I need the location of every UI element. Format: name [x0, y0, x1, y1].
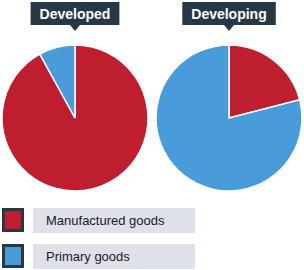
legend-label: Primary goods [46, 249, 130, 264]
chart-title: Developed [40, 6, 111, 22]
pie [2, 45, 148, 191]
legend-label-box [33, 208, 195, 233]
pie-slice [40, 45, 75, 118]
title-pointer [224, 25, 234, 31]
pie-slice [2, 45, 148, 191]
legend-label: Manufactured goods [46, 213, 165, 228]
legend-swatch [5, 211, 21, 229]
title-box [182, 2, 275, 25]
legend-swatch-frame [2, 244, 24, 268]
pie [156, 45, 302, 191]
legend-label-box [33, 244, 195, 269]
legend-swatch-frame [2, 208, 24, 232]
title-pointer [70, 25, 80, 31]
legend-swatch [5, 247, 21, 265]
chart-title: Developing [191, 6, 266, 22]
title-box [31, 2, 120, 25]
legend: Manufactured goods Primary goods [2, 208, 195, 269]
chart-canvas: Developed Manufactured goods Primary goods… [0, 0, 304, 270]
title-badge: Developed [31, 2, 120, 31]
pie-slice [156, 45, 302, 191]
title-badge: Developing [182, 2, 275, 31]
